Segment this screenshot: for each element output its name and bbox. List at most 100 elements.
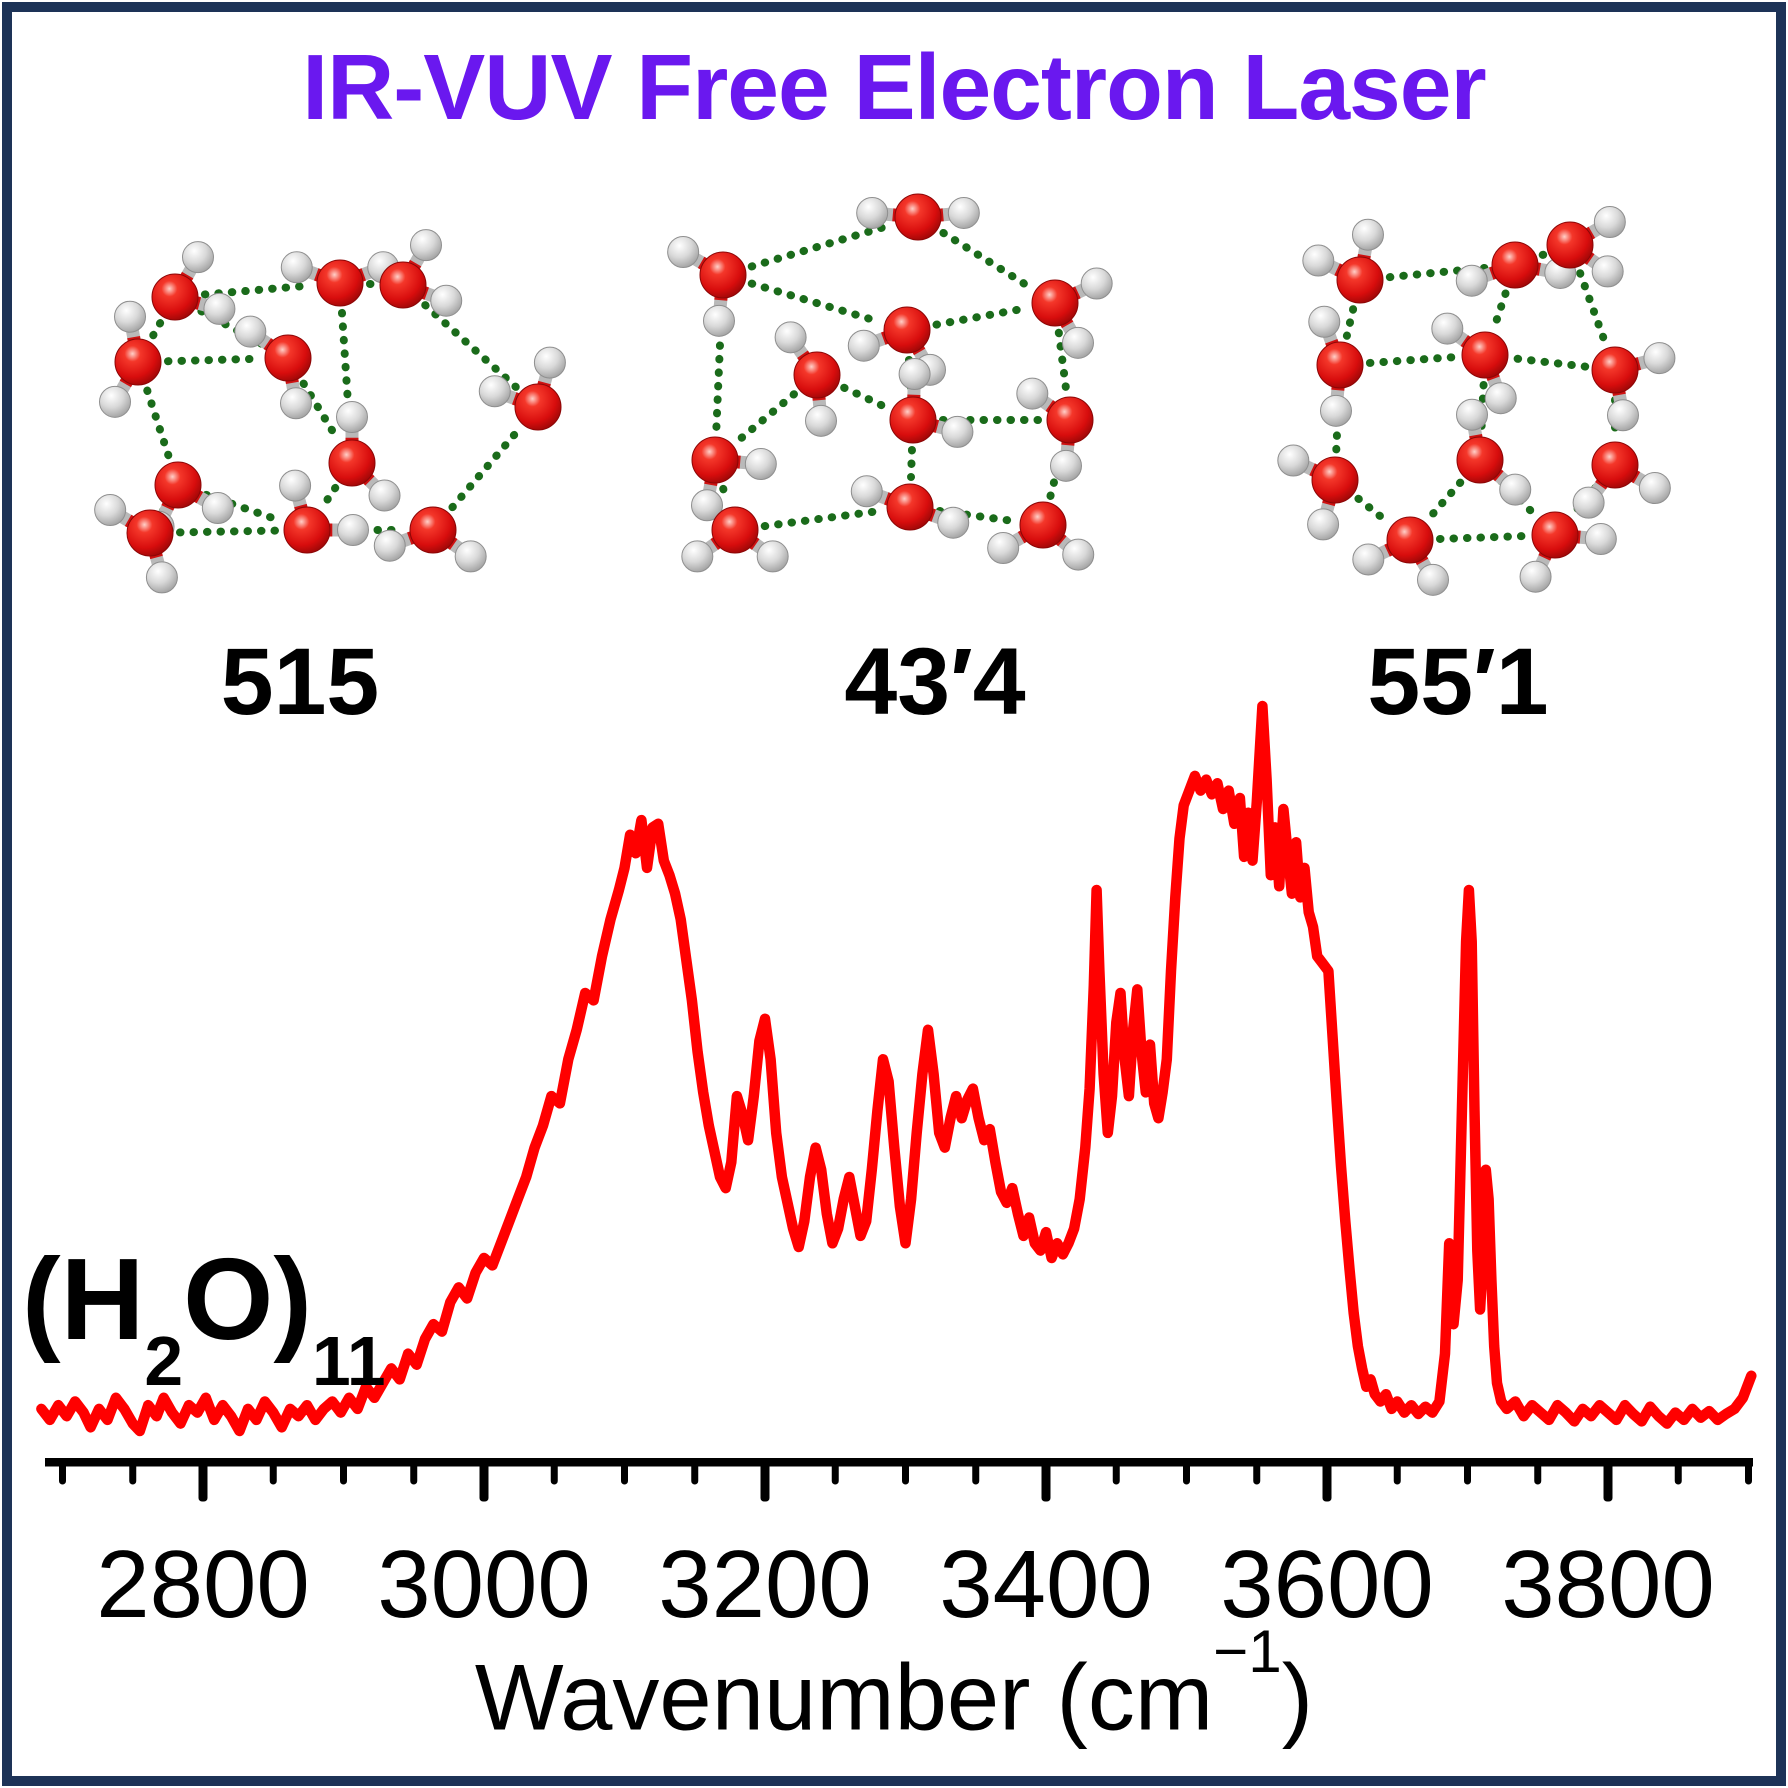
oxygen-atom bbox=[409, 506, 457, 554]
x-minor-tick bbox=[831, 1462, 839, 1485]
hydrogen-atom bbox=[987, 532, 1020, 564]
x-tick-label: 2800 bbox=[96, 1531, 310, 1638]
hydrogen-atom bbox=[337, 514, 369, 546]
x-axis-title: Wavenumber (cm−1) bbox=[474, 1617, 1314, 1750]
hydrogen-bond bbox=[200, 281, 315, 299]
x-major-tick bbox=[198, 1462, 208, 1502]
hydrogen-atom bbox=[1062, 326, 1094, 359]
hydrogen-atom bbox=[94, 494, 127, 526]
hydrogen-atom bbox=[1606, 399, 1639, 432]
x-minor-tick bbox=[1253, 1462, 1261, 1485]
oxygen-atom bbox=[379, 261, 427, 309]
oxygen-atom bbox=[283, 506, 331, 554]
oxygen-atom bbox=[1591, 441, 1639, 489]
hydrogen-atom bbox=[1643, 342, 1676, 375]
x-minor-tick bbox=[691, 1462, 699, 1485]
x-major-tick bbox=[760, 1462, 770, 1502]
x-minor-tick bbox=[59, 1462, 66, 1485]
hydrogen-atom bbox=[1484, 382, 1517, 415]
oxygen-atom bbox=[1546, 221, 1594, 269]
x-minor-tick bbox=[621, 1462, 628, 1485]
oxygen-atom bbox=[886, 483, 934, 531]
hydrogen-atom bbox=[756, 540, 789, 573]
hydrogen-atom bbox=[1352, 543, 1385, 576]
hydrogen-atom bbox=[1499, 473, 1532, 506]
isomer-label-551: 55′1 bbox=[1367, 629, 1549, 735]
x-major-tick bbox=[1041, 1462, 1051, 1502]
hydrogen-atom bbox=[114, 300, 147, 333]
hydrogen-atom bbox=[182, 241, 214, 274]
water-cluster-structures bbox=[94, 193, 1676, 596]
hydrogen-bond bbox=[1054, 328, 1071, 395]
hydrogen-atom bbox=[430, 284, 463, 317]
hydrogen-bond bbox=[1510, 354, 1590, 371]
oxygen-atom bbox=[793, 351, 841, 399]
oxygen-atom bbox=[1531, 511, 1579, 559]
oxygen-atom bbox=[1591, 346, 1639, 394]
hydrogen-atom bbox=[774, 321, 807, 354]
hydrogen-atom bbox=[1519, 560, 1552, 593]
hydrogen-atom bbox=[280, 251, 313, 284]
x-minor-tick bbox=[1393, 1462, 1401, 1485]
hydrogen-atom bbox=[898, 358, 931, 391]
oxygen-atom bbox=[1461, 331, 1509, 379]
hydrogen-bond bbox=[175, 526, 282, 537]
x-tick-label: 3600 bbox=[1220, 1531, 1434, 1638]
x-minor-tick bbox=[1183, 1462, 1190, 1485]
oxygen-atom bbox=[711, 506, 759, 554]
oxygen-atom bbox=[316, 259, 364, 307]
oxygen-atom bbox=[328, 439, 376, 487]
oxygen-atom bbox=[1491, 241, 1539, 289]
hydrogen-atom bbox=[691, 489, 724, 522]
hydrogen-bond bbox=[319, 483, 340, 510]
x-minor-tick bbox=[129, 1462, 137, 1485]
oxygen-atom bbox=[151, 273, 199, 321]
hydrogen-atom bbox=[203, 292, 236, 325]
oxygen-atom bbox=[1019, 501, 1067, 549]
hydrogen-atom bbox=[1638, 472, 1671, 504]
oxygen-atom bbox=[1316, 341, 1364, 389]
oxygen-atom bbox=[114, 338, 162, 386]
hydrogen-atom bbox=[478, 375, 511, 408]
hydrogen-bond bbox=[1537, 250, 1548, 260]
hydrogen-bond bbox=[299, 379, 341, 442]
hydrogen-bond bbox=[1435, 532, 1530, 543]
hydrogen-bond bbox=[907, 445, 916, 482]
oxygen-atom bbox=[264, 334, 312, 382]
oxygen-atom bbox=[889, 396, 937, 444]
oxygen-atom bbox=[1046, 396, 1094, 444]
x-tick-label: 3000 bbox=[377, 1531, 591, 1638]
hydrogen-bond bbox=[747, 279, 883, 326]
hydrogen-atom bbox=[1319, 394, 1352, 427]
oxygen-atom bbox=[691, 436, 739, 484]
x-minor-tick bbox=[1464, 1462, 1471, 1485]
hydrogen-atom bbox=[1277, 444, 1310, 477]
oxygen-atom bbox=[1336, 256, 1384, 304]
hydrogen-bond bbox=[840, 383, 890, 412]
x-minor-tick bbox=[1674, 1462, 1682, 1485]
hydrogen-atom bbox=[1351, 218, 1384, 251]
hydrogen-bond bbox=[421, 301, 520, 391]
x-minor-tick bbox=[972, 1462, 980, 1485]
x-axis-line bbox=[45, 1458, 1753, 1467]
x-minor-tick bbox=[269, 1462, 277, 1485]
hydrogen-bond bbox=[1365, 353, 1460, 367]
hydrogen-bond bbox=[1342, 305, 1358, 340]
hydrogen-atom bbox=[1456, 398, 1489, 431]
hydrogen-atom bbox=[1417, 563, 1449, 596]
hydrogen-bond bbox=[734, 390, 798, 445]
oxygen-atom bbox=[1386, 516, 1434, 564]
hydrogen-atom bbox=[1431, 312, 1464, 345]
hydrogen-atom bbox=[1572, 486, 1605, 519]
oxygen-atom bbox=[699, 251, 747, 299]
x-minor-tick bbox=[1112, 1462, 1120, 1485]
x-tick-label: 3400 bbox=[939, 1531, 1153, 1638]
hydrogen-bond bbox=[1354, 494, 1391, 526]
hydrogen-atom bbox=[1591, 255, 1624, 288]
hydrogen-bond bbox=[712, 300, 726, 435]
x-tick-label: 3800 bbox=[1501, 1531, 1715, 1638]
oxygen-atom bbox=[894, 193, 942, 241]
hydrogen-atom bbox=[1302, 244, 1335, 277]
oxygen-atom bbox=[1456, 436, 1504, 484]
